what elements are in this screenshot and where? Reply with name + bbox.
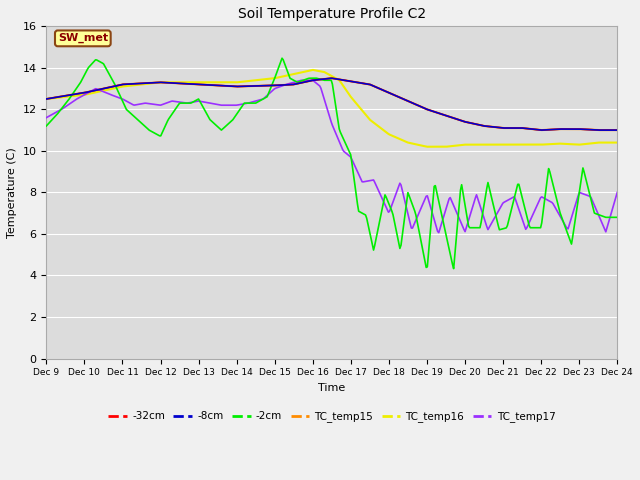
Title: Soil Temperature Profile C2: Soil Temperature Profile C2 — [237, 7, 426, 21]
Legend: -32cm, -8cm, -2cm, TC_temp15, TC_temp16, TC_temp17: -32cm, -8cm, -2cm, TC_temp15, TC_temp16,… — [104, 407, 559, 426]
X-axis label: Time: Time — [318, 383, 346, 393]
Y-axis label: Temperature (C): Temperature (C) — [7, 147, 17, 238]
Text: SW_met: SW_met — [58, 33, 108, 44]
